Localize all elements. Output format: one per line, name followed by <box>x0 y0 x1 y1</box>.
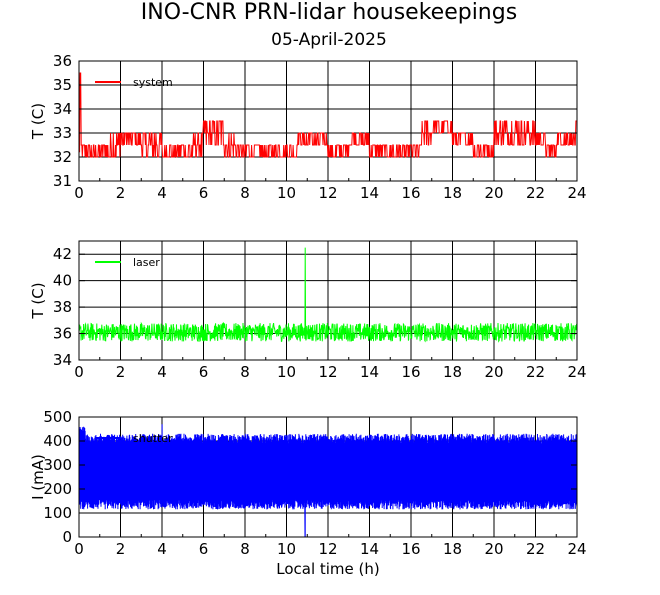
series-line-laser <box>79 247 577 343</box>
x-tick-label: 10 <box>277 363 296 381</box>
x-tick-label: 18 <box>443 363 462 381</box>
x-tick-label: 2 <box>116 540 126 558</box>
x-tick-label: 2 <box>116 363 126 381</box>
x-tick-label: 4 <box>157 363 167 381</box>
series-line-system <box>79 72 577 158</box>
y-tick-label: 0 <box>62 528 72 546</box>
x-tick-label: 0 <box>74 540 84 558</box>
chart-title: INO-CNR PRN-lidar housekeepings <box>141 0 517 25</box>
x-tick-label: 16 <box>401 363 420 381</box>
x-tick-label: 8 <box>240 363 250 381</box>
x-tick-label: 10 <box>277 184 296 202</box>
y-tick-label: 100 <box>43 504 72 522</box>
x-tick-label: 8 <box>240 184 250 202</box>
x-tick-label: 14 <box>360 540 379 558</box>
chart-subtitle: 05-April-2025 <box>271 30 387 50</box>
y-tick-label: 38 <box>53 298 72 316</box>
y-tick-label: 35 <box>53 76 72 94</box>
legend-label: system <box>133 76 173 89</box>
legend-label: shutter <box>133 432 173 445</box>
y-tick-label: 500 <box>43 408 72 426</box>
x-tick-label: 24 <box>567 363 586 381</box>
x-axis-label: Local time (h) <box>276 560 380 578</box>
x-tick-label: 16 <box>401 184 420 202</box>
y-tick-label: 34 <box>53 100 72 118</box>
x-tick-label: 12 <box>318 540 337 558</box>
y-axis-label: T (C) <box>29 103 47 140</box>
x-tick-label: 10 <box>277 540 296 558</box>
x-tick-label: 18 <box>443 184 462 202</box>
y-tick-label: 40 <box>53 272 72 290</box>
x-tick-label: 2 <box>116 184 126 202</box>
x-tick-label: 16 <box>401 540 420 558</box>
x-tick-label: 14 <box>360 184 379 202</box>
x-tick-label: 22 <box>526 363 545 381</box>
y-axis-label: T (C) <box>29 282 47 319</box>
x-tick-label: 8 <box>240 540 250 558</box>
x-tick-label: 0 <box>74 363 84 381</box>
y-axis-label: I (mA) <box>29 454 47 500</box>
y-tick-label: 34 <box>53 351 72 369</box>
x-tick-label: 24 <box>567 540 586 558</box>
x-tick-label: 18 <box>443 540 462 558</box>
y-tick-label: 31 <box>53 172 72 190</box>
legend-label: laser <box>133 256 160 269</box>
x-tick-label: 12 <box>318 363 337 381</box>
y-tick-label: 200 <box>43 480 72 498</box>
x-tick-label: 24 <box>567 184 586 202</box>
series-system <box>79 72 577 158</box>
x-tick-label: 14 <box>360 363 379 381</box>
x-tick-label: 20 <box>484 184 503 202</box>
x-tick-label: 6 <box>199 184 209 202</box>
x-tick-label: 4 <box>157 184 167 202</box>
x-tick-label: 20 <box>484 540 503 558</box>
series-laser <box>79 247 577 343</box>
y-tick-label: 300 <box>43 456 72 474</box>
series-shutter <box>79 424 577 537</box>
y-tick-label: 33 <box>53 124 72 142</box>
x-tick-label: 12 <box>318 184 337 202</box>
y-tick-label: 32 <box>53 148 72 166</box>
x-tick-label: 6 <box>199 363 209 381</box>
x-tick-label: 6 <box>199 540 209 558</box>
y-tick-label: 42 <box>53 245 72 263</box>
x-tick-label: 4 <box>157 540 167 558</box>
x-tick-label: 20 <box>484 363 503 381</box>
x-tick-label: 0 <box>74 184 84 202</box>
y-tick-label: 400 <box>43 432 72 450</box>
y-tick-label: 36 <box>53 52 72 70</box>
y-tick-label: 36 <box>53 325 72 343</box>
x-tick-label: 22 <box>526 540 545 558</box>
x-tick-label: 22 <box>526 184 545 202</box>
series-line-shutter <box>79 424 577 537</box>
